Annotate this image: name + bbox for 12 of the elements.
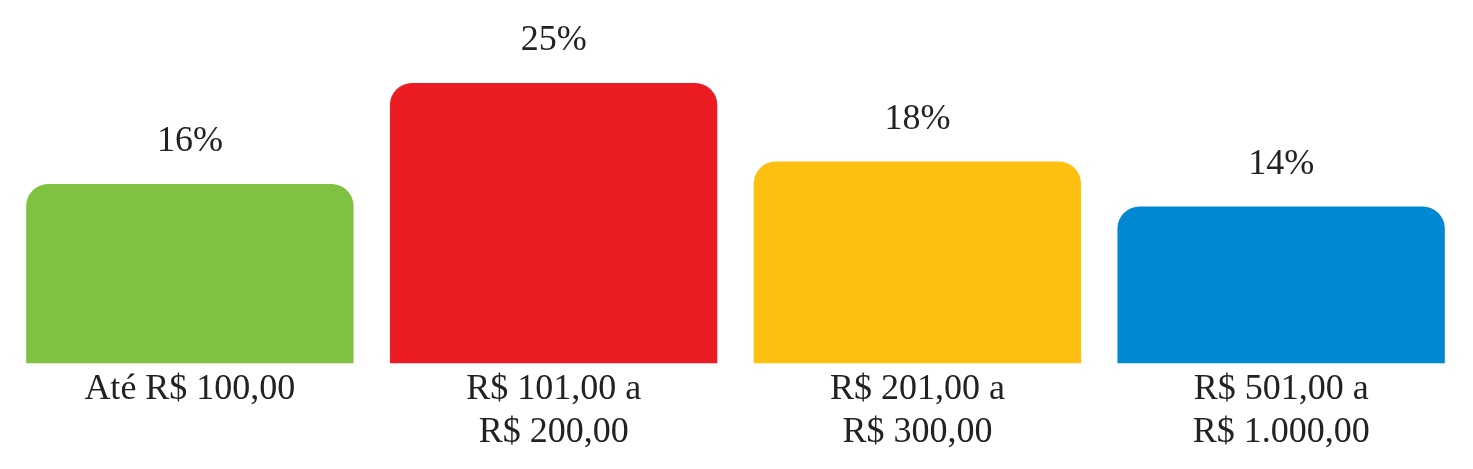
x-tick-label: Até R$ 100,00	[84, 366, 296, 407]
data-label: 16%	[156, 119, 223, 160]
data-label: 18%	[884, 97, 951, 138]
bar	[1117, 206, 1445, 364]
data-label: 25%	[520, 18, 587, 59]
x-tick-label: R$ 201,00 a R$ 300,00	[829, 366, 1005, 450]
x-tick-label: R$ 501,00 a R$ 1.000,00	[1192, 366, 1370, 450]
data-label: 14%	[1248, 141, 1315, 182]
bar	[26, 184, 354, 364]
bar	[389, 83, 718, 364]
x-tick-label: R$ 101,00 a R$ 200,00	[466, 366, 642, 450]
bar	[753, 161, 1082, 364]
